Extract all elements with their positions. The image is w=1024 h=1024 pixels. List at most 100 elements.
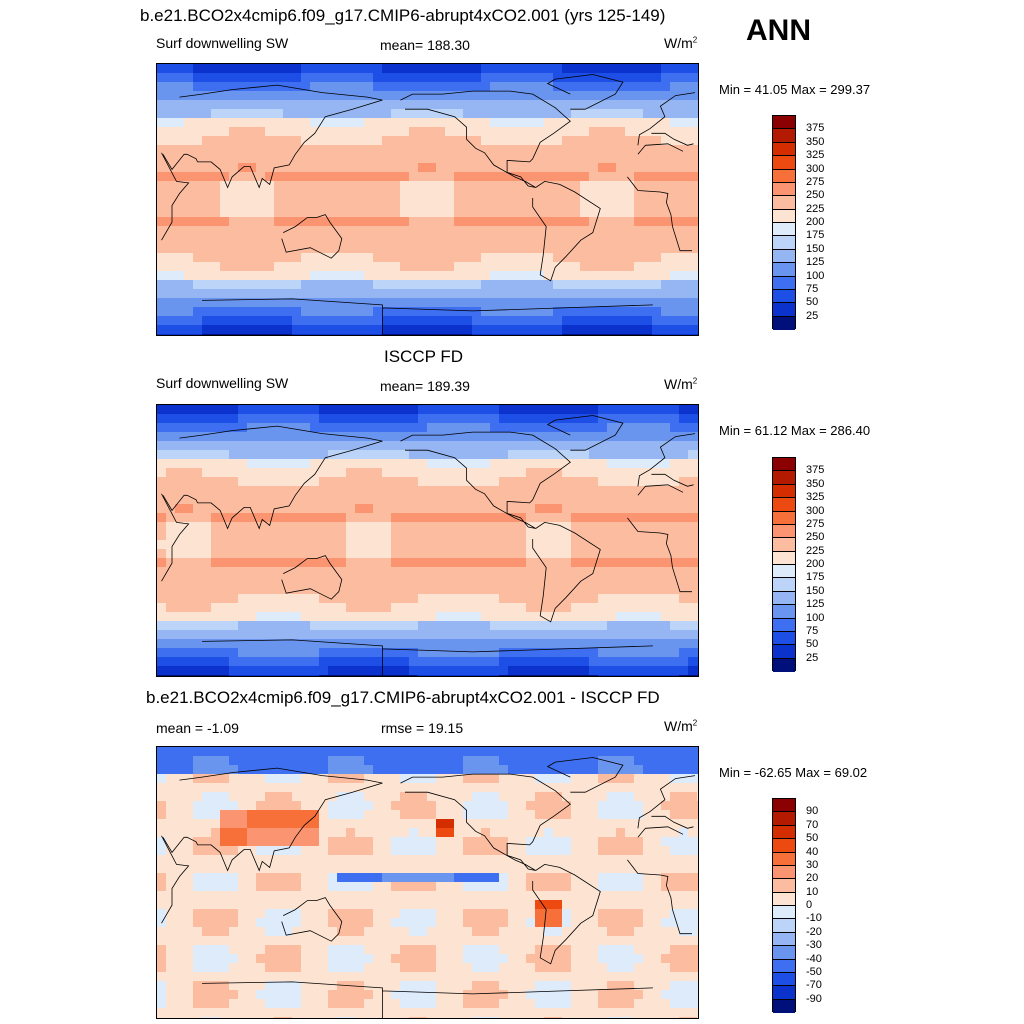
field-cell	[211, 127, 221, 137]
field-cell	[175, 199, 185, 209]
field-cell	[517, 280, 527, 290]
field-cell	[463, 756, 473, 766]
field-cell	[688, 882, 698, 892]
field-cell	[382, 298, 392, 308]
field-cell	[454, 109, 464, 119]
field-cell	[616, 109, 626, 119]
field-cell	[526, 855, 536, 865]
field-cell	[391, 828, 401, 838]
field-cell	[292, 540, 302, 550]
field-cell	[427, 603, 437, 613]
field-cell	[418, 280, 428, 290]
field-cell	[184, 801, 194, 811]
field-cell	[562, 459, 572, 469]
field-cell	[229, 900, 239, 910]
field-cell	[400, 630, 410, 640]
field-cell	[409, 486, 419, 496]
field-cell	[625, 127, 635, 137]
field-cell	[283, 486, 293, 496]
field-cell	[679, 630, 689, 640]
field-cell	[481, 459, 491, 469]
field-cell	[319, 549, 329, 559]
field-cell	[652, 792, 662, 802]
field-cell	[211, 882, 221, 892]
field-cell	[562, 307, 572, 317]
field-cell	[697, 504, 698, 514]
colorbar-tick-label: 300	[806, 162, 825, 175]
field-cell	[310, 145, 320, 155]
field-cell	[355, 325, 365, 335]
field-cell	[643, 217, 653, 227]
field-cell	[184, 414, 194, 424]
field-cell	[553, 837, 563, 847]
field-cell	[355, 603, 365, 613]
field-cell	[193, 307, 203, 317]
field-cell	[256, 774, 266, 784]
field-cell	[697, 181, 698, 191]
field-cell	[688, 163, 698, 173]
field-cell	[400, 441, 410, 451]
field-cell	[346, 289, 356, 299]
field-cell	[202, 603, 212, 613]
field-cell	[508, 136, 518, 146]
field-cell	[409, 603, 419, 613]
field-cell	[436, 423, 446, 433]
field-cell	[517, 837, 527, 847]
field-cell	[427, 549, 437, 559]
field-cell	[535, 208, 545, 218]
field-cell	[580, 630, 590, 640]
field-cell	[688, 244, 698, 254]
field-cell	[661, 558, 671, 568]
field-cell	[589, 630, 599, 640]
field-cell	[355, 235, 365, 245]
field-cell	[409, 612, 419, 622]
field-cell	[526, 262, 536, 272]
field-cell	[301, 648, 311, 658]
field-cell	[391, 432, 401, 442]
field-cell	[364, 648, 374, 658]
field-cell	[490, 235, 500, 245]
field-cell	[301, 181, 311, 191]
field-cell	[382, 334, 392, 335]
field-cell	[589, 262, 599, 272]
field-cell	[679, 64, 689, 74]
field-cell	[328, 873, 338, 883]
field-cell	[157, 882, 167, 892]
field-cell	[364, 522, 374, 532]
field-cell	[364, 64, 374, 74]
field-cell	[220, 109, 230, 119]
field-cell	[301, 549, 311, 559]
field-cell	[607, 540, 617, 550]
field-cell	[643, 441, 653, 451]
field-cell	[364, 289, 374, 299]
field-cell	[292, 891, 302, 901]
field-cell	[697, 136, 698, 146]
field-cell	[337, 657, 347, 667]
field-cell	[373, 621, 383, 631]
field-cell	[400, 64, 410, 74]
field-cell	[580, 513, 590, 523]
field-cell	[238, 298, 248, 308]
field-cell	[328, 154, 338, 164]
field-cell	[517, 810, 527, 820]
field-cell	[391, 405, 401, 415]
field-cell	[652, 621, 662, 631]
field-cell	[670, 405, 680, 415]
field-cell	[301, 900, 311, 910]
field-cell	[481, 253, 491, 263]
field-cell	[634, 262, 644, 272]
field-cell	[670, 226, 680, 236]
field-cell	[535, 73, 545, 83]
field-cell	[697, 423, 698, 433]
field-cell	[589, 567, 599, 577]
field-cell	[382, 441, 392, 451]
field-cell	[535, 900, 545, 910]
field-cell	[490, 828, 500, 838]
field-cell	[283, 531, 293, 541]
field-cell	[580, 145, 590, 155]
field-cell	[427, 280, 437, 290]
field-cell	[481, 477, 491, 487]
colorbar-swatch	[773, 169, 795, 183]
field-cell	[157, 109, 167, 119]
field-cell	[283, 477, 293, 487]
